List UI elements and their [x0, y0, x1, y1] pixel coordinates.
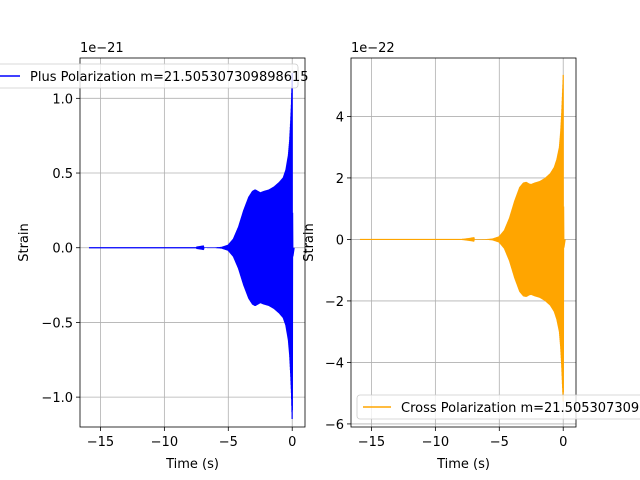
y-tick-label: 1.0	[52, 92, 73, 107]
legend-box	[356, 394, 640, 420]
axes-frame	[350, 57, 577, 428]
y-tick-label: −4	[325, 356, 344, 371]
plus-polarization-panel: −15 −10 −5 0 −1.0 −0.5 0.0 0.5 1.0 1e−21 Time (s) S…	[0, 41, 309, 472]
x-axis-label: Time (s)	[165, 457, 219, 472]
offset-text: 1e−22	[351, 41, 395, 56]
waveform-series-line	[88, 72, 295, 420]
y-tick-label: 2	[336, 172, 344, 187]
y-axis-label: Strain	[302, 223, 317, 262]
y-tick-label: −2	[325, 295, 344, 310]
legend: Plus Polarization m=21.505307309898615	[0, 63, 309, 89]
y-tick-label: −6	[325, 418, 344, 433]
x-tick-label: −15	[358, 435, 385, 450]
x-tick-label: −15	[87, 435, 114, 450]
y-tick-label: 0.5	[52, 167, 73, 182]
x-tick-label: 0	[559, 435, 567, 450]
x-tick-label: −5	[219, 435, 238, 450]
y-tick-label: 0	[336, 233, 344, 248]
legend: Cross Polarization m=21.505307309898615	[356, 394, 640, 420]
waveform-series-line	[359, 74, 566, 402]
y-axis-label: Strain	[17, 223, 32, 262]
y-tick-label: 4	[336, 110, 344, 125]
offset-text: 1e−21	[80, 41, 124, 56]
x-tick-label: −5	[490, 435, 509, 450]
legend-entry-label: Cross Polarization m=21.505307309898615	[401, 401, 640, 416]
x-tick-label: −10	[151, 435, 178, 450]
legend-box	[0, 63, 299, 89]
x-axis-label: Time (s)	[436, 457, 490, 472]
x-tick-label: −10	[422, 435, 449, 450]
legend-entry-label: Plus Polarization m=21.505307309898615	[30, 70, 309, 85]
cross-polarization-panel: −15 −10 −5 0 −6 −4 −2 0 2 4 1e−22 Time (s) Strain Cro…	[302, 41, 640, 472]
x-tick-label: 0	[288, 435, 296, 450]
y-tick-label: 0.0	[52, 242, 73, 257]
y-tick-label: −0.5	[41, 316, 73, 331]
y-tick-label: −1.0	[41, 391, 73, 406]
axes-frame	[79, 57, 306, 428]
